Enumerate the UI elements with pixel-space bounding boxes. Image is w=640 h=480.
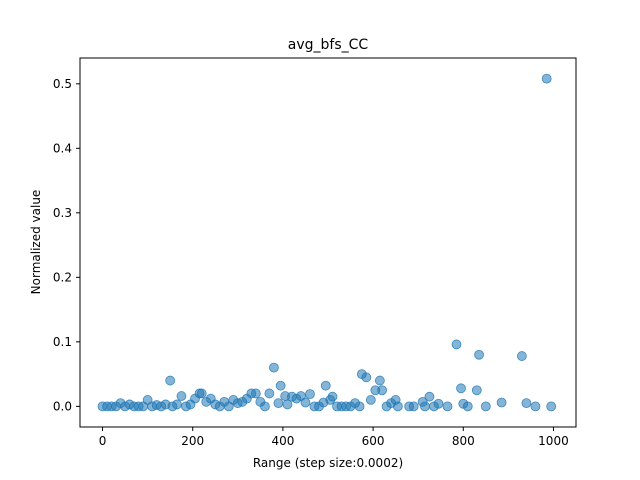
axes-frame bbox=[79, 57, 577, 428]
data-point bbox=[300, 397, 311, 408]
data-point bbox=[365, 395, 376, 405]
data-point bbox=[259, 401, 270, 412]
data-point bbox=[305, 389, 315, 399]
x-tick-label: 200 bbox=[181, 434, 204, 448]
x-tick-label: 0 bbox=[99, 434, 107, 448]
data-point bbox=[424, 391, 435, 402]
data-point bbox=[377, 385, 388, 396]
chart-title: avg_bfs_CC bbox=[288, 37, 369, 53]
data-point bbox=[516, 351, 527, 361]
data-point bbox=[320, 380, 331, 391]
data-point bbox=[456, 383, 466, 394]
data-point bbox=[361, 372, 372, 383]
x-tick-label: 400 bbox=[271, 434, 294, 448]
data-point bbox=[541, 73, 552, 84]
y-axis-label: Normalized value bbox=[29, 190, 43, 295]
y-tick-label: 0.1 bbox=[53, 335, 72, 349]
data-point bbox=[474, 349, 484, 360]
data-point bbox=[327, 391, 338, 402]
data-point bbox=[250, 388, 261, 399]
x-axis: 0 200 400 600 800 1000 bbox=[99, 427, 569, 448]
x-axis-label: Range (step size:0.0002) bbox=[253, 456, 403, 470]
y-tick-label: 0.5 bbox=[53, 77, 72, 91]
y-axis: 0.0 0.1 0.2 0.3 0.4 0.5 bbox=[53, 77, 80, 413]
data-point bbox=[442, 401, 453, 412]
data-point bbox=[264, 388, 275, 399]
data-point bbox=[374, 375, 385, 386]
y-tick-label: 0.3 bbox=[53, 206, 72, 220]
data-point bbox=[433, 398, 444, 409]
data-point bbox=[480, 401, 491, 412]
data-point bbox=[471, 385, 482, 396]
x-tick-label: 600 bbox=[362, 434, 385, 448]
data-points bbox=[97, 73, 557, 412]
data-point bbox=[408, 401, 419, 412]
data-point bbox=[165, 375, 176, 386]
data-point bbox=[521, 398, 532, 409]
data-point bbox=[196, 388, 207, 399]
data-point bbox=[275, 380, 286, 391]
data-point bbox=[392, 401, 403, 412]
data-point bbox=[530, 401, 541, 412]
data-point bbox=[176, 391, 187, 401]
data-point bbox=[420, 401, 430, 412]
y-tick-label: 0.4 bbox=[53, 141, 72, 155]
data-point bbox=[451, 339, 462, 350]
data-point bbox=[496, 397, 507, 408]
data-point bbox=[546, 401, 557, 412]
y-tick-label: 0.2 bbox=[53, 270, 72, 284]
x-tick-label: 1000 bbox=[538, 434, 569, 448]
data-point bbox=[354, 401, 365, 412]
data-point bbox=[268, 362, 279, 373]
data-point bbox=[273, 398, 284, 409]
data-point bbox=[462, 401, 473, 412]
data-point bbox=[172, 399, 182, 410]
x-tick-label: 800 bbox=[452, 434, 475, 448]
y-tick-label: 0.0 bbox=[53, 399, 72, 413]
data-point bbox=[282, 399, 293, 410]
